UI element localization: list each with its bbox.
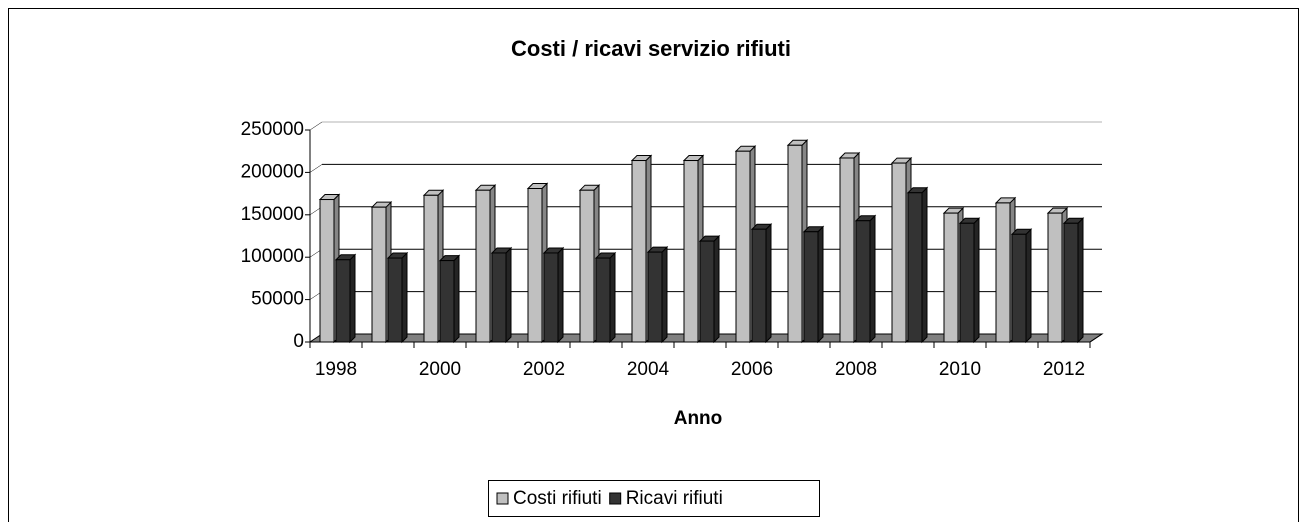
bar xyxy=(1011,233,1027,343)
x-tick-label: 1998 xyxy=(315,359,357,380)
bar xyxy=(439,260,455,343)
legend-box xyxy=(488,480,820,517)
bar-side xyxy=(713,234,720,344)
x-axis-title: Anno xyxy=(674,408,723,429)
legend-swatch xyxy=(496,492,509,505)
chart-title: Costi / ricavi servizio rifiuti xyxy=(511,36,791,61)
x-tick-label: 2004 xyxy=(627,359,670,380)
bar xyxy=(735,150,751,343)
bar-side xyxy=(557,246,564,344)
y-tick-label: 100000 xyxy=(241,246,304,267)
bar xyxy=(1047,212,1063,343)
bar xyxy=(647,251,663,343)
y-tick-label: 50000 xyxy=(251,289,304,310)
x-tick-label: 2000 xyxy=(419,359,461,380)
bar xyxy=(335,259,351,343)
legend-swatch xyxy=(609,492,622,505)
bar xyxy=(995,202,1011,343)
bar xyxy=(907,192,923,343)
bar-side xyxy=(401,251,408,344)
bar xyxy=(527,188,543,343)
bar xyxy=(855,220,871,343)
bar xyxy=(787,144,803,343)
x-tick-label: 2010 xyxy=(939,359,981,380)
x-tick-label: 2006 xyxy=(731,359,773,380)
bar-side xyxy=(349,253,356,344)
y-tick-label: 150000 xyxy=(241,204,304,225)
bar xyxy=(595,257,611,343)
grid-line-side xyxy=(309,164,323,173)
bar-side xyxy=(1025,228,1032,344)
legend-label: Ricavi rifiuti xyxy=(626,488,723,509)
bar xyxy=(891,162,907,343)
bar xyxy=(319,199,335,343)
x-tick-label: 2008 xyxy=(835,359,877,380)
x-tick-label: 2002 xyxy=(523,359,565,380)
bar xyxy=(423,194,439,343)
x-tick-label: 2012 xyxy=(1043,359,1085,380)
bar xyxy=(803,231,819,343)
bar-side xyxy=(1077,217,1084,344)
bar-side xyxy=(505,246,512,344)
bar xyxy=(387,257,403,343)
bar-side xyxy=(453,254,460,344)
bar-side xyxy=(973,217,980,344)
bar xyxy=(371,206,387,343)
bar-side xyxy=(921,186,928,344)
bar xyxy=(631,160,647,343)
bar xyxy=(491,252,507,343)
bar-side xyxy=(765,223,772,344)
bar xyxy=(683,160,699,343)
bar xyxy=(751,228,767,343)
bar xyxy=(839,157,855,343)
grid-line-side xyxy=(309,121,323,131)
y-tick-label: 200000 xyxy=(241,161,304,182)
y-tick-label: 250000 xyxy=(241,119,304,140)
legend-label: Costi rifiuti xyxy=(513,488,602,509)
bar xyxy=(475,189,491,343)
x-axis-back xyxy=(1089,333,1103,343)
bar-side xyxy=(869,214,876,344)
bar xyxy=(579,189,595,343)
bar-side xyxy=(609,251,616,344)
bar-side xyxy=(817,225,824,344)
bar xyxy=(1063,222,1079,343)
bar xyxy=(699,240,715,343)
bar xyxy=(943,212,959,343)
y-tick-label: 0 xyxy=(293,331,304,352)
bar-side xyxy=(661,245,668,344)
bar xyxy=(543,252,559,343)
bar xyxy=(959,222,975,343)
